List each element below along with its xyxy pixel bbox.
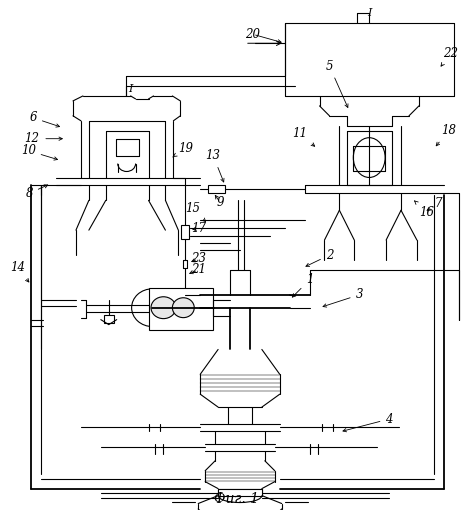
Text: 8: 8 bbox=[26, 185, 48, 200]
Text: 15: 15 bbox=[185, 202, 206, 222]
Bar bbox=[208, 185, 225, 194]
Ellipse shape bbox=[132, 289, 173, 327]
Bar bbox=[182, 225, 189, 239]
Text: 1: 1 bbox=[292, 273, 313, 297]
Text: 17: 17 bbox=[191, 222, 206, 234]
Ellipse shape bbox=[173, 298, 194, 317]
Text: I: I bbox=[128, 84, 133, 94]
Text: 13: 13 bbox=[206, 149, 224, 182]
Text: 23: 23 bbox=[191, 252, 206, 266]
Bar bbox=[218, 488, 262, 496]
Text: 18: 18 bbox=[436, 124, 456, 146]
Text: 12: 12 bbox=[24, 132, 39, 145]
Text: 9: 9 bbox=[216, 196, 224, 209]
Text: 19: 19 bbox=[173, 142, 193, 157]
Text: Фиг. 1: Фиг. 1 bbox=[215, 492, 259, 505]
Text: 11: 11 bbox=[292, 127, 315, 146]
Text: 20: 20 bbox=[246, 28, 260, 41]
Text: 10: 10 bbox=[21, 144, 57, 160]
Ellipse shape bbox=[151, 297, 176, 318]
Text: 14: 14 bbox=[10, 262, 29, 282]
Text: 16: 16 bbox=[415, 201, 434, 219]
Bar bbox=[148, 288, 213, 330]
Text: 3: 3 bbox=[323, 288, 363, 307]
Text: 4: 4 bbox=[343, 413, 393, 432]
Bar bbox=[104, 315, 114, 323]
Text: 5: 5 bbox=[326, 59, 348, 108]
Text: 7: 7 bbox=[427, 197, 443, 210]
Text: 22: 22 bbox=[441, 47, 458, 66]
Text: 6: 6 bbox=[29, 111, 60, 127]
Ellipse shape bbox=[353, 138, 385, 178]
Ellipse shape bbox=[159, 289, 201, 327]
Text: 21: 21 bbox=[191, 263, 206, 276]
Text: 2: 2 bbox=[306, 248, 333, 266]
Text: I: I bbox=[367, 8, 372, 18]
